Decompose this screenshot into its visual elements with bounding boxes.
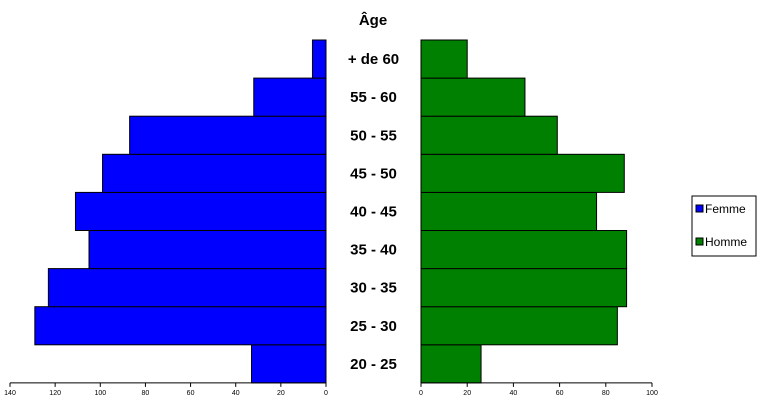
femme-axis-tick-label: 100 [94,390,106,396]
bar-homme [420,153,625,193]
bar-femme [102,153,327,193]
age-group-labels: 20 - 25 25 - 30 30 - 35 35 - 40 40 - 45 45 - … [348,51,399,373]
bar-femme [251,344,327,384]
legend-label-homme: Homme [705,235,747,249]
femme-axis-tick-label: 140 [4,390,16,396]
femme-axis-tick-label: 80 [142,390,150,396]
homme-x-axis: 0 20 40 60 80 100 [419,40,658,396]
homme-axis-tick-label: 60 [556,390,564,396]
femme-axis-tick-label: 40 [232,390,240,396]
age-group-label: 25 - 30 [350,318,397,335]
legend: Femme Homme [691,195,757,257]
femme-axis-tick-label: 120 [49,390,61,396]
homme-bars [420,39,628,384]
legend-swatch-homme [695,237,704,246]
femme-axis-tick-label: 20 [277,390,285,396]
femme-bars [34,39,327,384]
homme-axis-tick-label: 20 [463,390,471,396]
bar-femme [253,77,327,117]
bar-homme [420,191,598,231]
bar-femme [47,268,327,308]
age-group-label: 20 - 25 [350,356,397,373]
age-group-label: 50 - 55 [350,127,397,144]
bar-homme [420,115,558,155]
bar-femme [88,230,327,270]
legend-swatch-femme [695,204,704,213]
homme-axis-tick-label: 80 [602,390,610,396]
legend-label-femme: Femme [705,202,746,216]
age-group-label: + de 60 [348,51,399,68]
homme-axis-tick-label: 0 [419,390,423,396]
bar-homme [420,268,628,308]
femme-axis-tick-label: 0 [324,390,328,396]
bar-homme [420,230,628,270]
homme-axis-tick-label: 100 [646,390,658,396]
bar-femme [74,191,327,231]
bar-femme [34,306,327,346]
femme-axis-tick-label: 60 [187,390,195,396]
bar-femme [129,115,327,155]
age-group-label: 55 - 60 [350,89,397,106]
femme-x-axis: 140 120 100 80 60 40 20 0 [4,40,328,396]
bar-femme [311,39,327,79]
age-group-label: 45 - 50 [350,165,397,182]
bar-homme [420,39,468,79]
age-axis-title: Âge [359,11,387,29]
bar-homme [420,344,482,384]
age-group-label: 35 - 40 [350,242,397,259]
age-group-label: 40 - 45 [350,203,397,220]
homme-axis-tick-label: 40 [510,390,518,396]
bar-homme [420,306,618,346]
bar-homme [420,77,526,117]
age-group-label: 30 - 35 [350,280,397,297]
